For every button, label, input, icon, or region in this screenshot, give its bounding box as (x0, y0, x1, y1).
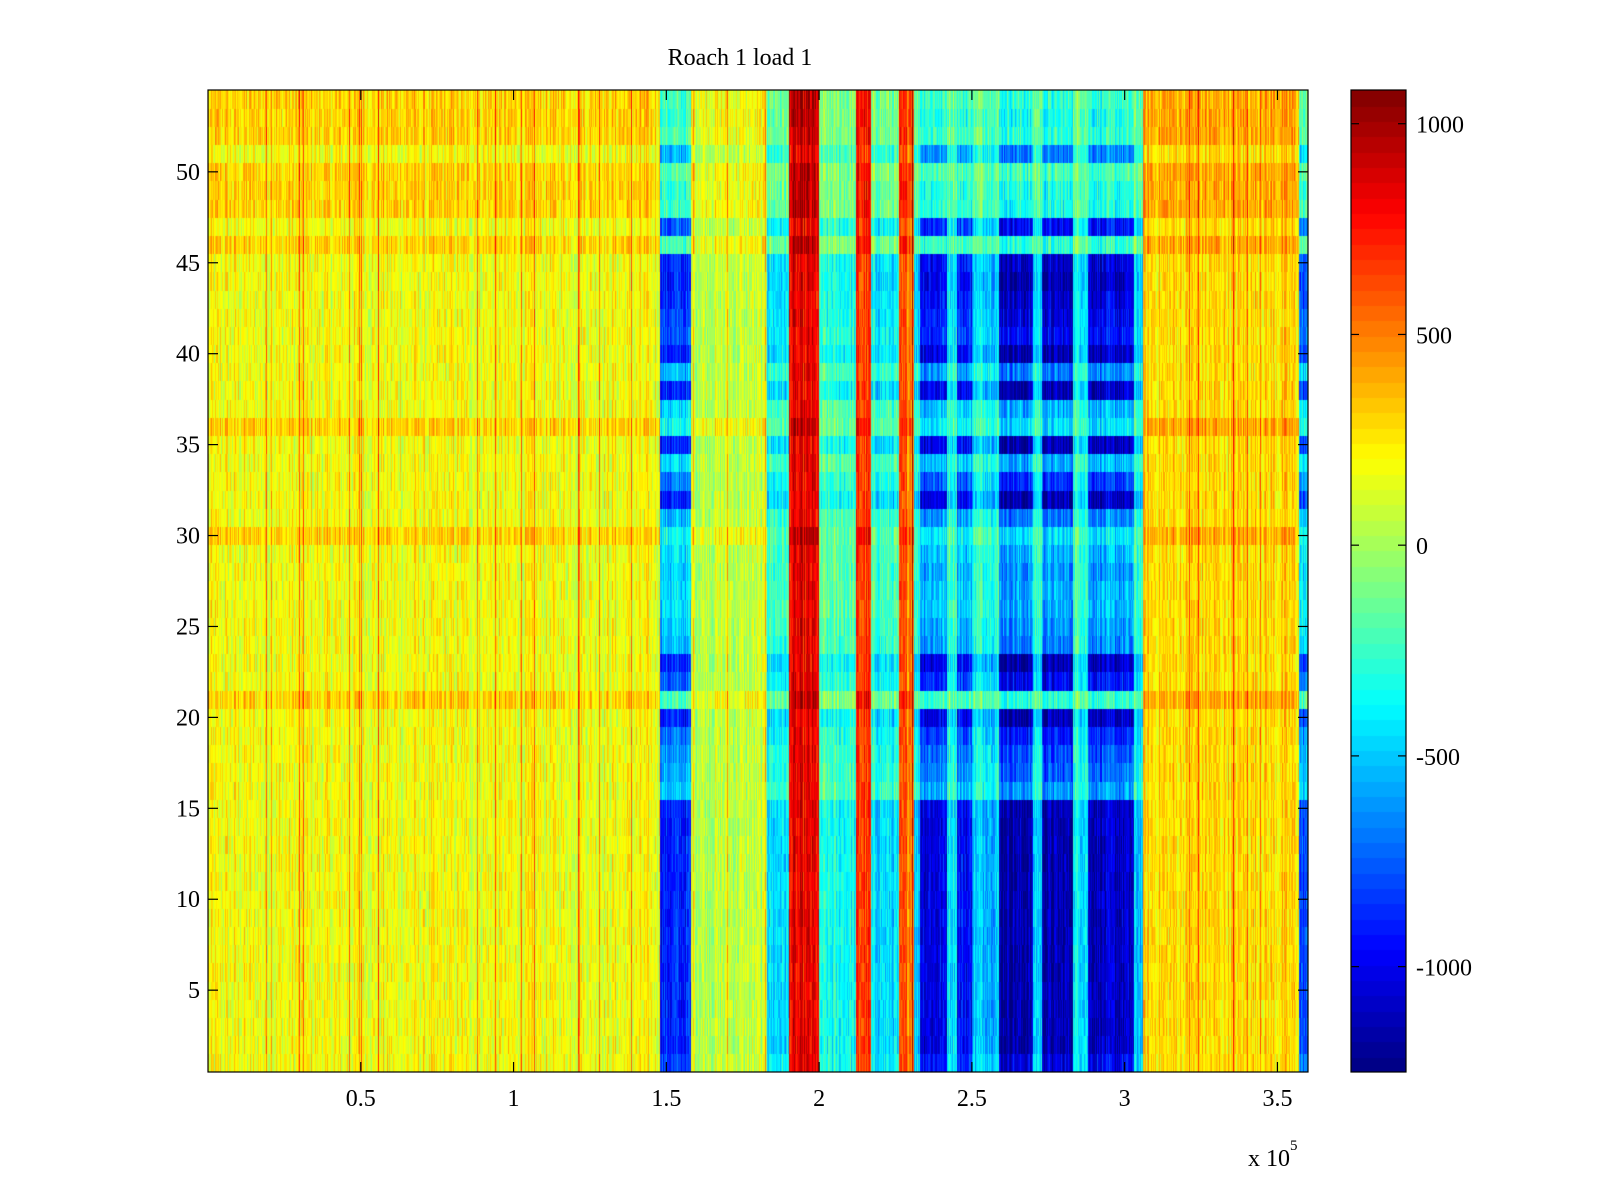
y-tick-label: 30 (176, 524, 200, 550)
x-axis: 0.5 1 1.5 2 2.5 3 3.5 (346, 90, 1292, 1112)
colorbar-ticks: 1000 500 0 -500 -1000 (1351, 113, 1472, 982)
x-tick-label: 1 (508, 1086, 520, 1112)
colorbar-tick-label: 1000 (1416, 113, 1464, 139)
y-axis: 5 10 15 20 25 30 35 40 45 50 (176, 160, 1308, 1004)
x-tick-label: 1.5 (651, 1086, 681, 1112)
y-tick-label: 35 (176, 433, 200, 459)
y-tick-label: 45 (176, 251, 200, 277)
y-tick-label: 10 (176, 887, 200, 913)
chart-title: Roach 1 load 1 (668, 45, 813, 71)
x-tick-label: 3 (1119, 1086, 1131, 1112)
x-tick-label: 3.5 (1262, 1086, 1292, 1112)
y-tick-label: 15 (176, 796, 200, 822)
x-tick-label: 2 (813, 1086, 825, 1112)
y-tick-label: 20 (176, 705, 200, 731)
x-exponent-label: x 105 (1248, 1138, 1298, 1172)
y-tick-label: 25 (176, 614, 200, 640)
colorbar-tick-label: 500 (1416, 323, 1452, 349)
colorbar-tick-label: -1000 (1416, 956, 1472, 982)
colorbar-tick-label: 0 (1416, 534, 1428, 560)
y-tick-label: 5 (188, 978, 200, 1004)
heatmap-image (208, 90, 1308, 1072)
colorbar-frame (1350, 89, 1407, 1073)
plot-frame (207, 89, 1309, 1073)
y-tick-label: 50 (176, 160, 200, 186)
x-tick-label: 2.5 (957, 1086, 987, 1112)
colorbar-tick-label: -500 (1416, 745, 1460, 771)
colorbar-gradient (1351, 90, 1406, 1072)
y-tick-label: 40 (176, 342, 200, 368)
x-tick-label: 0.5 (346, 1086, 376, 1112)
